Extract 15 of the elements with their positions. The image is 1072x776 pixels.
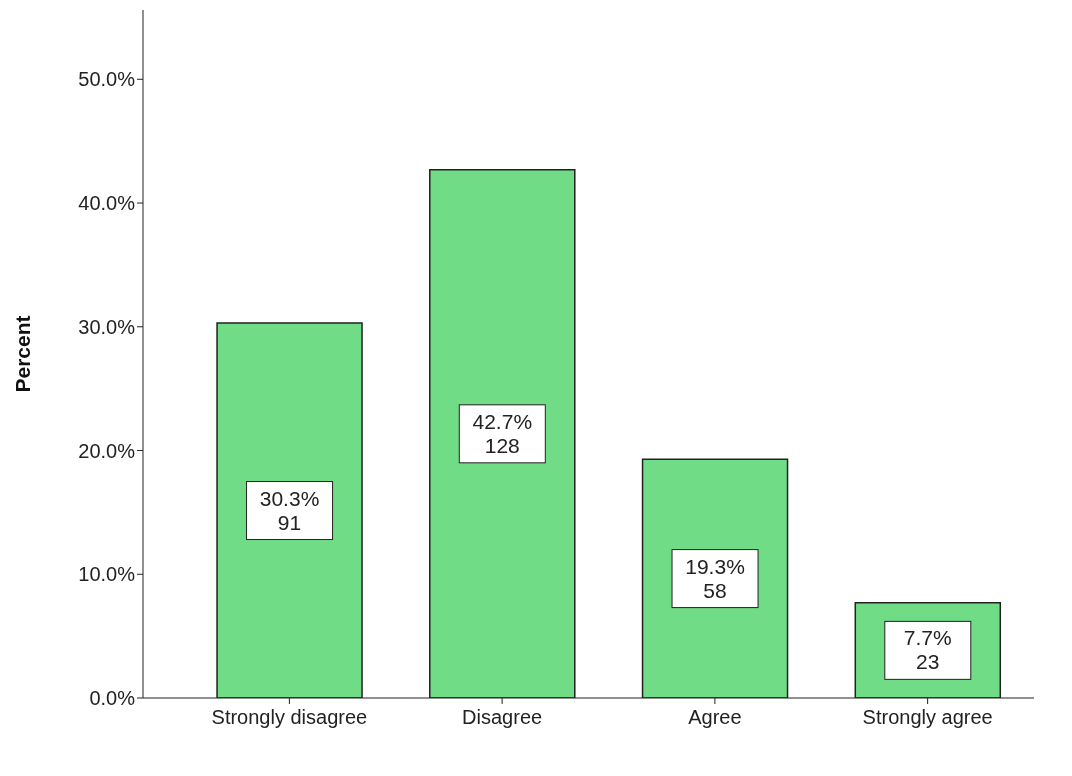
y-tick-label: 30.0%	[78, 315, 136, 338]
data-label: 42.7% 128	[472, 409, 533, 457]
y-axis-title: Percent	[11, 315, 35, 393]
y-tick-label: 0.0%	[89, 687, 136, 710]
x-tick-label: Agree	[688, 706, 742, 729]
data-label: 30.3% 91	[259, 486, 320, 534]
y-tick-label: 20.0%	[78, 439, 136, 462]
x-tick-label: Disagree	[462, 706, 543, 729]
data-label: 7.7% 23	[903, 626, 952, 674]
y-tick-label: 10.0%	[78, 563, 136, 586]
data-label: 19.3% 58	[685, 554, 745, 602]
y-tick-label: 50.0%	[78, 68, 136, 91]
x-tick-label: Strongly agree	[862, 706, 993, 729]
x-tick-label: Strongly disagree	[211, 706, 368, 729]
y-tick-label: 40.0%	[78, 192, 136, 215]
